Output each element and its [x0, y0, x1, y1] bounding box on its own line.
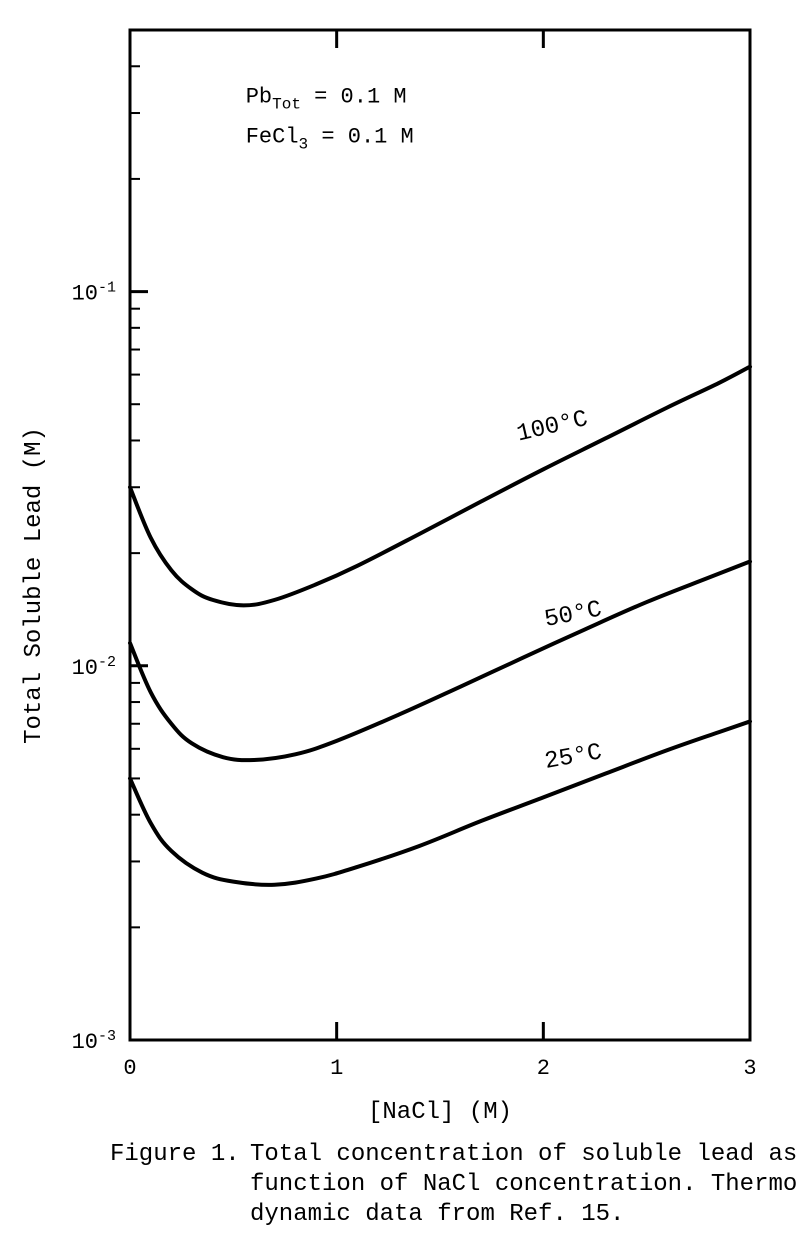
chart-svg: 0 1 2 3 10-3 10-2 10-1 Total Soluble Lead (M) [N…: [0, 0, 800, 1246]
y-axis-label: Total Soluble Lead (M): [21, 427, 48, 744]
series-label: 100°C: [514, 406, 590, 449]
plot-border: [130, 30, 750, 1040]
figure-caption-line: function of NaCl concentration. Thermo-: [250, 1171, 800, 1198]
x-axis-label: [NaCl] (M): [368, 1099, 512, 1126]
figure-caption-line: dynamic data from Ref. 15.: [250, 1201, 624, 1228]
figure-caption-prefix: Figure 1.: [110, 1141, 240, 1168]
x-tick-label: 1: [330, 1056, 343, 1081]
y-tick-label: 10-1: [72, 280, 116, 307]
x-tick-label: 0: [123, 1056, 136, 1081]
y-tick-label: 10-2: [72, 654, 116, 681]
series-25C: [130, 721, 750, 884]
annotation-fecl: FeCl3 = 0.1 M: [246, 125, 414, 154]
y-tick-label: 10-3: [72, 1028, 116, 1055]
series-label: 25°C: [543, 739, 604, 776]
annotation-pb: PbTot = 0.1 M: [246, 85, 407, 114]
x-tick-label: 2: [537, 1056, 550, 1081]
series-label: 50°C: [542, 597, 604, 634]
series-100C: [130, 367, 750, 606]
series-50C: [130, 561, 750, 760]
x-tick-label: 3: [743, 1056, 756, 1081]
figure-caption-line: Total concentration of soluble lead as a: [250, 1141, 800, 1168]
